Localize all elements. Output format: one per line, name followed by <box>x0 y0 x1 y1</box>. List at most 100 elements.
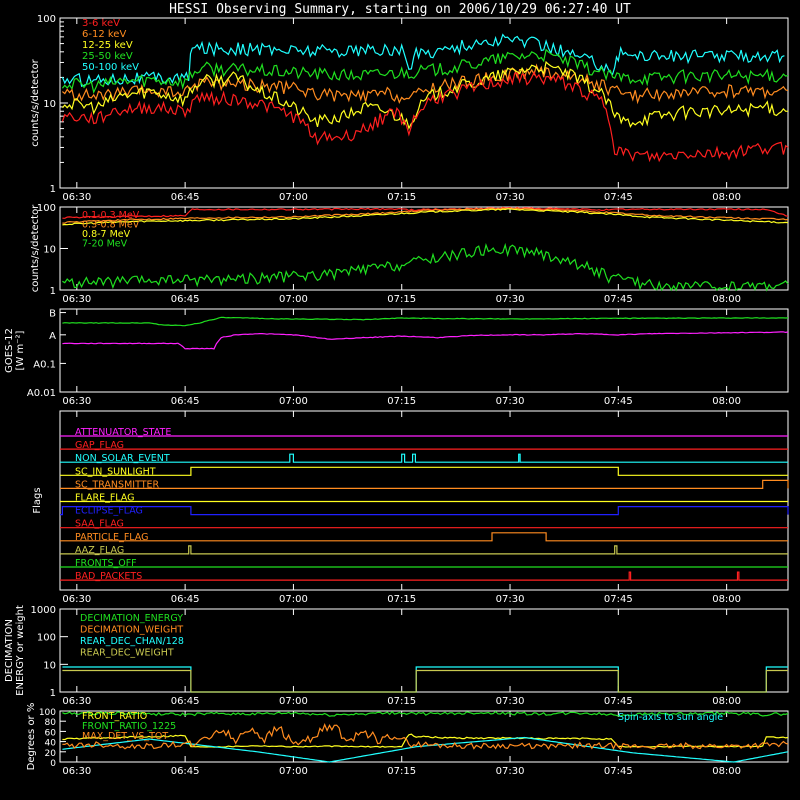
y-tick-label: 10 <box>43 245 56 256</box>
x-tick-label: 06:45 <box>171 696 200 707</box>
panel-1: 06:30 06:45 07:00 07:15 07:30 07:45 08:00 1 10 10… <box>30 14 789 203</box>
flag-label: SC_IN_SUNLIGHT <box>75 466 156 477</box>
y-axis-label: DECIMATION <box>4 619 15 682</box>
x-tick-label: 07:15 <box>387 294 416 305</box>
legend-entry: 3-6 keV <box>82 18 120 29</box>
flag-line <box>60 479 789 489</box>
x-tick-label: 07:15 <box>387 396 416 407</box>
flag-label: PARTICLE_FLAG <box>75 532 148 543</box>
flag-line <box>60 545 788 555</box>
x-tick-label: 07:45 <box>604 696 633 707</box>
x-tick-label: 06:30 <box>62 696 91 707</box>
series-line <box>61 48 789 95</box>
x-tick-label: 07:45 <box>604 192 633 203</box>
legend-entry: DECIMATION_ENERGY <box>80 613 183 624</box>
y-axis-label: Flags <box>32 487 43 513</box>
panel-frame <box>59 308 789 393</box>
panel-frame <box>59 410 789 591</box>
x-tick-label: 07:15 <box>387 696 416 707</box>
x-tick-label: 06:45 <box>171 294 200 305</box>
x-tick-label: 07:00 <box>279 396 308 407</box>
flag-label: SC_TRANSMITTER <box>75 479 160 490</box>
x-tick-label: 07:45 <box>604 766 633 777</box>
y-axis-label: Degrees or % <box>26 703 37 771</box>
legend-entry: 0.8-7 MeV <box>82 229 131 240</box>
x-tick-label: 07:00 <box>279 594 308 605</box>
y-tick-label: B <box>49 309 56 320</box>
x-tick-label: 07:15 <box>387 594 416 605</box>
x-tick-label: 07:00 <box>279 192 308 203</box>
y-tick-label: 60 <box>45 728 57 738</box>
legend-entry: MAX_DET_VS_TOT <box>82 731 168 742</box>
x-tick-label: 07:15 <box>387 766 416 777</box>
x-tick-label: 06:45 <box>171 766 200 777</box>
series-line <box>61 60 789 130</box>
x-tick-label: 08:00 <box>712 192 741 203</box>
x-tick-label: 07:30 <box>496 766 525 777</box>
series-line <box>62 63 789 105</box>
x-tick-label: 06:30 <box>62 594 91 605</box>
x-tick-label: 07:45 <box>604 396 633 407</box>
x-tick-label: 07:30 <box>496 396 525 407</box>
flag-label: GAP_FLAG <box>75 440 124 451</box>
y-axis-label: counts/s/detector <box>30 58 41 146</box>
flag-label: FRONTS_OFF <box>75 558 137 569</box>
panel-frame <box>59 608 789 693</box>
x-tick-label: 07:30 <box>496 696 525 707</box>
y-tick-label: 1 <box>50 184 56 195</box>
y-axis-label: counts/s/detector <box>30 204 41 292</box>
x-tick-label: 06:30 <box>62 396 91 407</box>
legend-entry: 25-50 keV <box>82 51 133 62</box>
y-tick-label: 1 <box>50 688 56 699</box>
legend-entry: REAR_DEC_CHAN/128 <box>80 636 184 647</box>
chart-title: HESSI Observing Summary, starting on 200… <box>169 2 631 17</box>
series-line <box>62 206 789 219</box>
flag-label: FLARE_FLAG <box>75 493 135 504</box>
series-line <box>62 316 789 327</box>
flag-label: SAA_FLAG <box>75 519 124 530</box>
x-tick-label: 07:00 <box>279 294 308 305</box>
legend-entry: 0.3-0.8 MeV <box>82 220 140 231</box>
legend-entry: 12-25 keV <box>82 40 133 51</box>
flag-label: NON_SOLAR_EVENT <box>75 453 170 464</box>
y-tick-label: 10 <box>43 99 56 110</box>
y-tick-label: 10 <box>43 660 56 671</box>
flag-label: AAZ_FLAG <box>75 545 124 556</box>
flag-label: ATTENUATOR_STATE <box>75 427 171 438</box>
legend-entry: DECIMATION_WEIGHT <box>80 625 183 636</box>
annotation-label: Spin-axis to sun angle <box>618 712 723 723</box>
y-tick-label: 100 <box>39 708 56 718</box>
legend-entry: FRONT_RATIO_1225 <box>82 721 176 732</box>
y-tick-label: 0 <box>50 759 56 769</box>
series-line <box>62 710 789 717</box>
series-line <box>62 207 789 224</box>
chart-panels: 06:30 06:45 07:00 07:15 07:30 07:45 08:0011010… <box>4 14 789 777</box>
flag-line <box>60 532 788 542</box>
y-tick-label: A <box>49 331 56 342</box>
legend-entry: REAR_DEC_WEIGHT <box>80 648 174 659</box>
y-axis-label: [W m⁻²] <box>15 330 26 370</box>
flag-label: BAD_PACKETS <box>75 571 142 582</box>
series-line <box>62 669 788 693</box>
series-line <box>61 33 785 88</box>
panel-3: 06:30 06:45 07:00 07:15 07:30 07:45 08:00 BA A0.… <box>4 308 789 407</box>
x-tick-label: 07:45 <box>604 594 633 605</box>
series-line <box>62 722 789 751</box>
flag-line <box>60 571 788 581</box>
x-tick-label: 08:00 <box>712 396 741 407</box>
x-tick-label: 07:00 <box>279 766 308 777</box>
y-tick-label: 20 <box>45 749 57 759</box>
y-tick-label: 40 <box>45 739 57 749</box>
y-tick-label: A0.01 <box>27 388 56 399</box>
x-tick-label: 06:30 <box>62 766 91 777</box>
legend-entry: 50-100 keV <box>82 62 139 73</box>
x-tick-label: 08:00 <box>712 594 741 605</box>
y-tick-label: 1000 <box>31 605 56 616</box>
legend-entry: 7-20 MeV <box>82 239 128 250</box>
series-line <box>62 208 789 226</box>
x-tick-label: 06:30 <box>62 192 91 203</box>
flag-line <box>60 453 788 463</box>
legend-entry: 0.1-0.3 MeV <box>82 210 140 221</box>
y-tick-label: 100 <box>37 203 56 214</box>
